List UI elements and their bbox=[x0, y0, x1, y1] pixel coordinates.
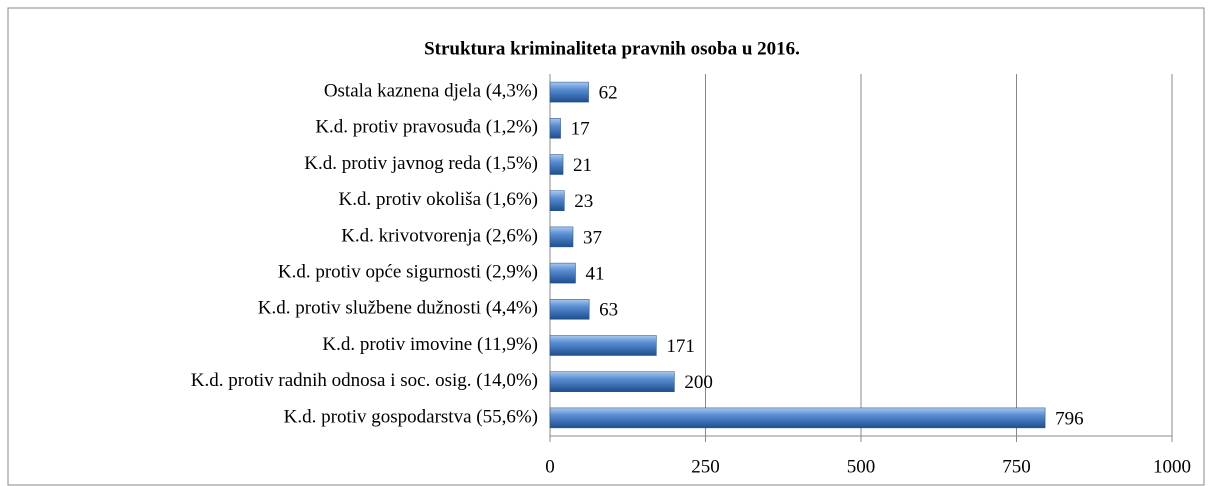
x-tick-label: 0 bbox=[545, 456, 555, 477]
y-tick-label: K.d. protiv imovine (11,9%) bbox=[322, 334, 538, 355]
bar bbox=[549, 118, 561, 139]
bar bbox=[549, 262, 576, 284]
y-tick-label: K.d. protiv gospodarstva (55,6%) bbox=[284, 406, 538, 427]
data-label: 200 bbox=[684, 372, 713, 393]
data-label: 171 bbox=[666, 336, 695, 357]
data-label: 37 bbox=[583, 227, 602, 248]
data-label: 41 bbox=[586, 263, 605, 284]
data-label: 21 bbox=[573, 155, 592, 176]
data-label: 23 bbox=[574, 191, 593, 212]
y-tick-label: Ostala kaznena djela (4,3%) bbox=[324, 80, 538, 101]
bar bbox=[549, 154, 564, 175]
x-tick-label: 500 bbox=[847, 456, 876, 477]
y-tick-label: K.d. protiv pravosuđa (1,2%) bbox=[315, 117, 538, 138]
bar bbox=[549, 407, 1046, 429]
y-tick-label: K.d. protiv okoliša (1,6%) bbox=[339, 189, 538, 210]
bar bbox=[549, 335, 657, 356]
data-label: 17 bbox=[571, 119, 590, 140]
bar bbox=[549, 226, 574, 248]
chart-border bbox=[7, 7, 1205, 486]
y-tick-label: K.d. protiv službene dužnosti (4,4%) bbox=[258, 298, 538, 319]
bar bbox=[549, 371, 675, 392]
data-label: 62 bbox=[599, 82, 618, 103]
bar bbox=[549, 81, 589, 103]
data-label: 63 bbox=[599, 300, 618, 321]
y-tick-label: K.d. protiv opće sigurnosti (2,9%) bbox=[278, 261, 538, 282]
x-tick-label: 750 bbox=[1002, 456, 1031, 477]
data-label: 796 bbox=[1055, 408, 1084, 429]
y-tick-label: K.d. protiv javnog reda (1,5%) bbox=[304, 153, 538, 174]
chart-title: Struktura kriminaliteta pravnih osoba u … bbox=[424, 38, 800, 59]
y-tick-label: K.d. protiv radnih odnosa i soc. osig. (… bbox=[191, 370, 538, 391]
bar bbox=[549, 299, 590, 320]
x-tick-label: 250 bbox=[691, 456, 720, 477]
bar bbox=[549, 190, 565, 211]
x-tick-label: 1000 bbox=[1153, 456, 1191, 477]
y-tick-label: K.d. krivotvorenja (2,6%) bbox=[341, 225, 538, 246]
